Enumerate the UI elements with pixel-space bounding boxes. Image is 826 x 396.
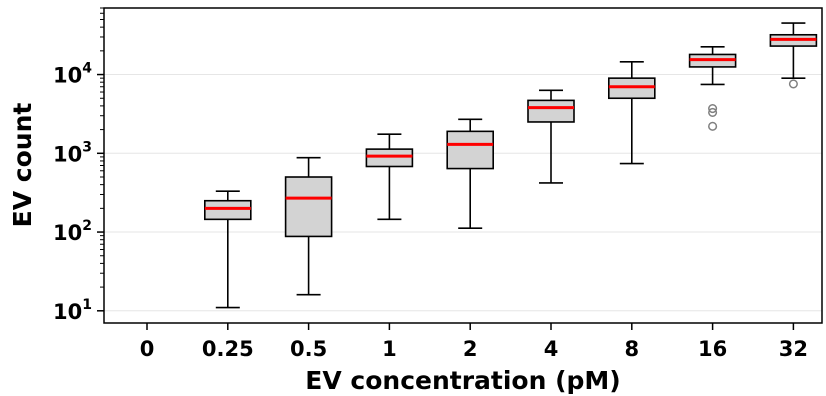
x-tick-label: 1 <box>382 337 397 361</box>
x-axis-title: EV concentration (pM) <box>305 366 620 395</box>
box-0.25 <box>204 190 252 309</box>
x-tick-label: 0.25 <box>202 337 254 361</box>
box-body <box>446 130 495 170</box>
box-4 <box>527 89 575 184</box>
box-16 <box>688 46 737 131</box>
outlier-point <box>708 107 718 118</box>
outlier-point <box>788 79 798 89</box>
box-32 <box>769 22 818 89</box>
box-8 <box>607 61 656 165</box>
box-body <box>527 99 575 123</box>
box-series <box>204 22 818 309</box>
x-axis: 0 0.25 0.5 1 2 4 8 16 32 <box>140 323 808 361</box>
box-1 <box>365 133 414 221</box>
y-tick-label: 102 <box>53 218 92 245</box>
x-tick-label: 0 <box>140 337 155 361</box>
x-tick-label: 8 <box>624 337 639 361</box>
y-tick-label: 103 <box>53 139 92 166</box>
y-tick-label: 101 <box>53 297 92 324</box>
x-tick-label: 0.5 <box>290 337 327 361</box>
x-tick-label: 4 <box>544 337 559 361</box>
box-2 <box>446 118 495 229</box>
box-body <box>284 176 333 238</box>
x-tick-label: 2 <box>463 337 478 361</box>
y-axis-title: EV count <box>8 103 37 228</box>
grid-lines <box>104 74 822 312</box>
box-body <box>204 199 252 221</box>
y-tick-label: 104 <box>53 61 92 88</box>
x-tick-label: 32 <box>779 337 808 361</box>
outlier-point <box>708 104 718 114</box>
x-tick-label: 16 <box>698 337 727 361</box>
box-body <box>365 148 414 168</box>
y-axis: 101 102 103 104 <box>53 7 104 324</box>
box-0.5 <box>284 156 333 296</box>
outlier-point <box>708 121 718 131</box>
